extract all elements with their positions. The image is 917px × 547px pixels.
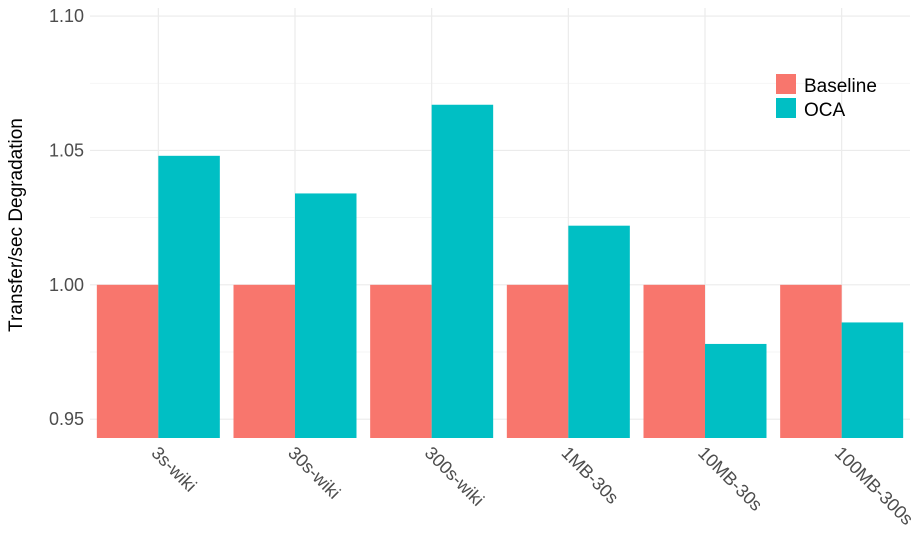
x-tick-label: 1MB-30s xyxy=(558,443,623,508)
legend-swatch-oca xyxy=(776,98,796,118)
y-axis-title: Transfer/sec Degradation xyxy=(6,118,27,332)
bar-baseline-1mb-30s xyxy=(506,284,569,438)
bars xyxy=(96,104,904,438)
bar-oca-1mb-30s xyxy=(568,225,630,438)
legend-label-oca: OCA xyxy=(804,100,846,121)
bar-oca-30s-wiki xyxy=(295,193,357,438)
y-axis-ticks: 0.95 1.00 1.05 1.10 xyxy=(49,6,84,429)
x-tick-label: 30s-wiki xyxy=(284,443,344,503)
bar-oca-10mb-30s xyxy=(705,343,767,438)
bar-baseline-3s-wiki xyxy=(96,284,159,438)
bar-oca-300s-wiki xyxy=(431,104,494,438)
y-tick-label: 0.95 xyxy=(49,409,84,429)
y-tick-label: 1.05 xyxy=(49,140,84,160)
bar-baseline-30s-wiki xyxy=(233,284,295,438)
y-tick-label: 1.10 xyxy=(49,6,84,26)
x-tick-label: 300s-wiki xyxy=(421,443,488,510)
x-axis-ticks: 3s-wiki 30s-wiki 300s-wiki 1MB-30s 10MB-30s 1… xyxy=(148,443,917,529)
x-tick-label: 3s-wiki xyxy=(148,443,201,496)
bar-oca-3s-wiki xyxy=(158,155,220,438)
x-tick-label: 10MB-30s xyxy=(694,443,766,515)
bar-baseline-10mb-30s xyxy=(643,284,705,438)
bar-baseline-300s-wiki xyxy=(370,284,432,438)
bar-baseline-100mb-300s xyxy=(780,284,842,438)
legend: Baseline OCA xyxy=(776,74,877,121)
x-tick-label: 100MB-300s xyxy=(831,443,917,529)
legend-label-baseline: Baseline xyxy=(804,76,877,97)
bar-oca-100mb-300s xyxy=(841,322,904,438)
legend-swatch-baseline xyxy=(776,74,796,94)
y-tick-label: 1.00 xyxy=(49,275,84,295)
